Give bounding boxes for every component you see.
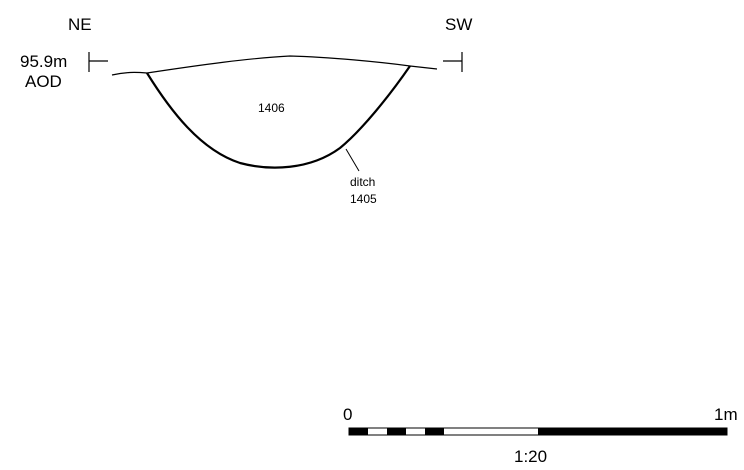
datum-marker-left: [88, 52, 108, 72]
scale-segment: [349, 428, 368, 435]
fill-number-label: 1406: [258, 101, 285, 115]
scale-ratio-label: 1:20: [514, 447, 547, 466]
cut-type-label: ditch: [350, 175, 375, 189]
datum-reference-label: AOD: [25, 72, 62, 91]
cut-number-label: 1405: [350, 192, 377, 206]
scale-start-label: 0: [343, 405, 352, 424]
ground-surface-line: [111, 55, 438, 76]
ditch-cut-profile: [146, 65, 411, 169]
scale-segment: [425, 428, 444, 435]
datum-height-label: 95.9m: [20, 52, 67, 71]
scale-bar: [348, 427, 728, 436]
datum-marker-right: [443, 52, 463, 72]
scale-segment: [538, 428, 727, 435]
scale-end-label: 1m: [714, 405, 738, 424]
cut-label-leader: [345, 148, 360, 172]
scale-segment: [387, 428, 406, 435]
orientation-label-ne: NE: [68, 15, 92, 34]
orientation-label-sw: SW: [445, 15, 472, 34]
